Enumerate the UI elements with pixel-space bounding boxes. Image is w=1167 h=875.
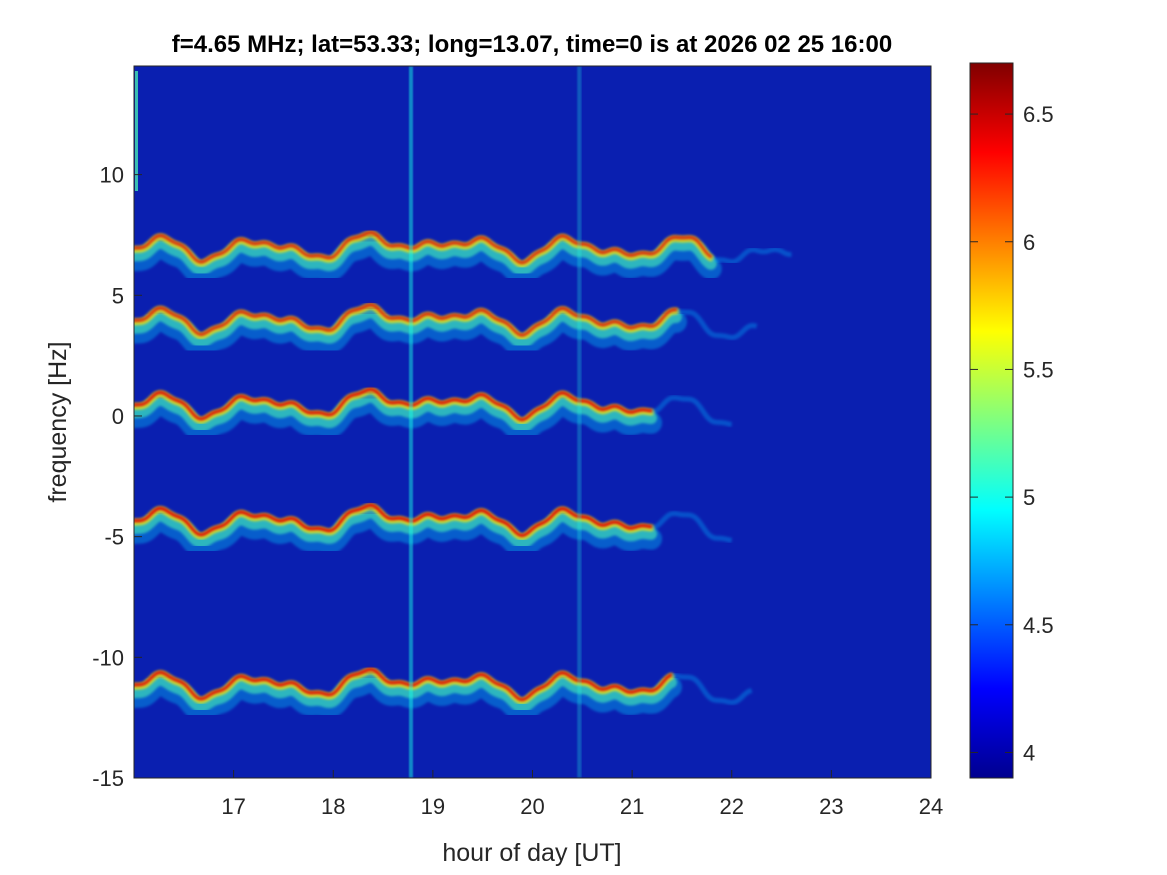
x-tick-label: 19 [421,794,445,819]
x-tick-label: 23 [819,794,843,819]
doppler-trace-layer [134,668,673,702]
y-tick-label: 10 [100,163,124,188]
colorbar-tick-label: 4.5 [1023,613,1054,638]
y-axis: -15 -10 -5 0 5 10 [92,163,142,791]
y-tick-label: 0 [112,404,124,429]
colorbar-scale [969,62,1014,779]
interference-stripe [408,66,413,778]
spectrogram-heatmap [134,66,792,778]
y-tick-label: -5 [104,525,124,550]
doppler-trace-tail [676,308,758,341]
doppler-trace [134,667,753,723]
doppler-trace-layer [134,670,677,713]
doppler-trace [134,502,733,559]
colorbar: 4 4.5 5 5.5 6 6.5 [969,62,1054,779]
doppler-trace-tail [671,673,753,705]
x-tick-label: 22 [720,794,744,819]
doppler-trace-layer [134,233,717,276]
doppler-trace-tail [651,395,732,427]
colorbar-tick-label: 5.5 [1023,357,1054,382]
doppler-trace [134,387,732,443]
x-tick-label: 17 [221,794,245,819]
x-tick-label: 18 [321,794,345,819]
doppler-trace-layer [134,231,713,265]
x-axis: 17 18 19 20 21 22 23 24 [221,770,943,819]
x-tick-label: 21 [620,794,644,819]
y-axis-label: frequency [Hz] [44,341,72,502]
colorbar-tick-label: 6 [1023,230,1035,255]
x-tick-label: 20 [520,794,544,819]
colorbar-tick-label: 4 [1023,740,1035,765]
doppler-trace [134,302,758,359]
y-tick-label: -15 [92,766,124,791]
doppler-trace-layer [134,388,653,422]
chart-title: f=4.65 MHz; lat=53.33; long=13.07, time=… [172,31,892,58]
colorbar-ticks: 4 4.5 5 5.5 6 6.5 [970,102,1054,765]
colorbar-tick-label: 6.5 [1023,102,1054,127]
doppler-trace-tail [710,246,792,265]
plot-area [133,65,932,779]
doppler-trace-layer [134,306,682,349]
colorbar-tick-label: 5 [1023,485,1035,510]
y-tick-label: 5 [112,283,124,308]
doppler-trace-layer [134,390,658,433]
edge-artifact [135,71,138,191]
x-axis-label: hour of day [UT] [442,839,621,867]
x-tick-label: 24 [919,794,943,819]
doppler-trace-layer [134,503,653,537]
doppler-trace-tail [651,510,733,543]
doppler-trace [134,230,792,286]
interference-stripe [577,66,582,778]
doppler-trace-layer [134,506,658,549]
y-tick-label: -10 [92,645,124,670]
doppler-trace-layer [134,303,678,337]
